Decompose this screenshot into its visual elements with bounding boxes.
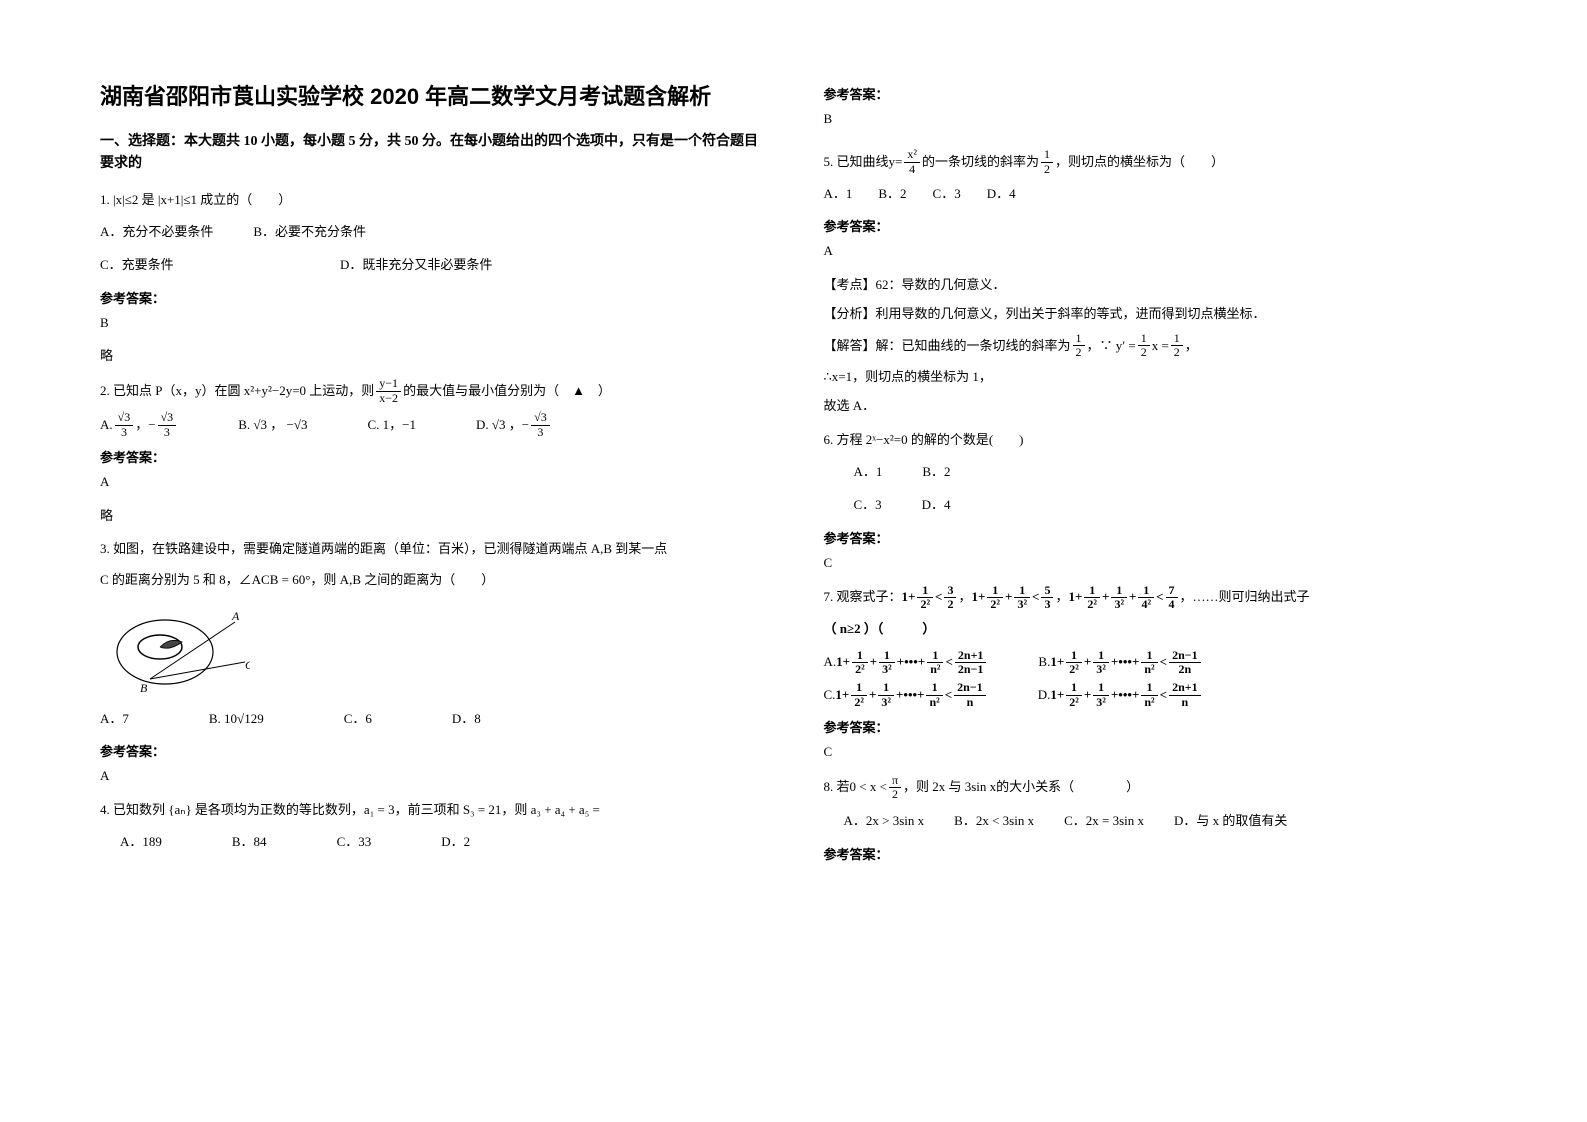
q2-extra: 略 [100, 504, 764, 527]
q8-optB: B．2x < 3sin x [954, 807, 1034, 836]
q5-jieda-2: ∴x=1，则切点的横坐标为 1， [824, 365, 1488, 388]
q1-optB: B．必要不充分条件 [253, 218, 366, 247]
q5-answer: A [824, 239, 1488, 262]
svg-text:A: A [231, 609, 240, 623]
q8-options: A．2x > 3sin x B．2x < 3sin x C．2x = 3sin … [824, 807, 1488, 836]
q2-optA: A. √33 ， − √33 [100, 411, 178, 440]
q3-optD: D．8 [452, 705, 481, 734]
q6-optD: D．4 [922, 491, 951, 520]
q3-stem-b: C 的距离分别为 5 和 8，∠ACB = 60°，则 A,B 之间的距离为（ … [100, 568, 764, 593]
left-column: 湖南省邵阳市莨山实验学校 2020 年高二数学文月考试题含解析 一、选择题：本大… [100, 80, 764, 1082]
q4-stem: 4. 已知数列 {aₙ} 是各项均为正数的等比数列，a₁ = 3，前三项和 S₃… [100, 798, 764, 823]
q7-options-row2: C. 1+ 12² + 13² +•••+ 1n² < 2n−1n D. 1+ … [824, 681, 1488, 710]
q8-optC: C．2x = 3sin x [1064, 807, 1144, 836]
q5-fenxi: 【分析】利用导数的几何意义，列出关于斜率的等式，进而得到切点横坐标． [824, 302, 1488, 325]
q6-options-1: A．1 B．2 [824, 458, 1488, 487]
q7-options-row1: A. 1+ 12² + 13² +•••+ 1n² < 2n+12n−1 B. … [824, 648, 1488, 677]
q7-answer-label: 参考答案： [824, 717, 1488, 736]
q1-answer-label: 参考答案： [100, 288, 764, 307]
q2-stem-b: 的最大值与最小值分别为（ ▲ ） [403, 379, 611, 404]
q4-answer-label: 参考答案： [824, 84, 1488, 103]
q3-answer-label: 参考答案： [100, 741, 764, 760]
q1-answer: B [100, 311, 764, 334]
q3-optC: C．6 [344, 705, 372, 734]
q3-options: A．7 B. 10√129 C．6 D．8 [100, 705, 764, 734]
q4-optA: A．189 [120, 828, 162, 857]
q6-stem: 6. 方程 2ˣ−x²=0 的解的个数是( ) [824, 428, 1488, 453]
q5-answer-label: 参考答案： [824, 216, 1488, 235]
q2-optD: D. √3 ， − √33 [476, 411, 552, 440]
q7-cond: （ n≥2 ）（ ） [824, 617, 1488, 642]
q7-optB: B. 1+ 12² + 13² +•••+ 1n² < 2n−12n [1038, 648, 1202, 677]
q4-optD: D．2 [441, 828, 470, 857]
q5-jieda-3: 故选 A． [824, 394, 1488, 417]
section-1-heading: 一、选择题：本大题共 10 小题，每小题 5 分，共 50 分。在每小题给出的四… [100, 131, 764, 176]
q1-extra: 略 [100, 344, 764, 367]
q3-stem-a: 3. 如图，在铁路建设中，需要确定隧道两端的距离（单位：百米），已测得隧道两端点… [100, 537, 764, 562]
q4-options: A．189 B．84 C．33 D．2 [100, 828, 764, 857]
q7-optC: C. 1+ 12² + 13² +•••+ 1n² < 2n−1n [824, 681, 988, 710]
q3-optA: A．7 [100, 705, 129, 734]
q8-stem: 8. 若 0 < x < π2 ，则 2x 与 3sin x 的大小关系（ ） [824, 774, 1488, 801]
q1-stem: 1. |x|≤2 是 |x+1|≤1 成立的（ ） [100, 188, 764, 213]
q5-stem: 5. 已知曲线 y= x²4 的一条切线的斜率为 12 ，则切点的横坐标为（ ） [824, 148, 1488, 175]
q8-answer-label: 参考答案： [824, 844, 1488, 863]
q5-kaodian: 【考点】62：导数的几何意义． [824, 273, 1488, 296]
q4-optB: B．84 [232, 828, 267, 857]
q3-optB: B. 10√129 [209, 705, 264, 734]
q6-answer-label: 参考答案： [824, 528, 1488, 547]
q7-stem: 7. 观察式子： 1+ 12² < 32 ， 1+ 12² + 13² < 53… [824, 584, 1488, 611]
q6-optB: B．2 [922, 458, 950, 487]
q1-optD: D．既非充分又非必要条件 [340, 251, 492, 280]
q8-optD: D．与 x 的取值有关 [1174, 807, 1287, 836]
q3-answer: A [100, 764, 764, 787]
q1-optC: C．充要条件 [100, 251, 300, 280]
right-column: 参考答案： B 5. 已知曲线 y= x²4 的一条切线的斜率为 12 ，则切点… [824, 80, 1488, 1082]
q4-optC: C．33 [337, 828, 372, 857]
q4-answer: B [824, 107, 1488, 130]
q2-options: A. √33 ， − √33 B. √3 ， −√3 C. 1，−1 D. √3… [100, 411, 764, 440]
tunnel-diagram-icon: A B C [110, 607, 250, 697]
q1-options: A．充分不必要条件 B．必要不充分条件 [100, 218, 764, 247]
q6-options-2: C．3 D．4 [824, 491, 1488, 520]
q3-figure: A B C [110, 607, 250, 697]
q7-answer: C [824, 740, 1488, 763]
q6-optA: A．1 [854, 458, 883, 487]
q2-stem: 2. 已知点 P（x，y）在圆 x²+y²−2y=0 上运动，则 y−1 x−2… [100, 377, 764, 404]
svg-text:B: B [140, 681, 148, 695]
q6-optC: C．3 [854, 491, 882, 520]
q7-optD: D. 1+ 12² + 13² +•••+ 1n² < 2n+1n [1038, 681, 1203, 710]
q2-fraction: y−1 x−2 [376, 377, 401, 404]
svg-text:C: C [245, 658, 250, 672]
q5-options: A．1 B．2 C．3 D．4 [824, 182, 1488, 207]
q1-optA: A．充分不必要条件 [100, 218, 213, 247]
q2-stem-a: 2. 已知点 P（x，y）在圆 x²+y²−2y=0 上运动，则 [100, 379, 374, 404]
q2-answer-label: 参考答案： [100, 447, 764, 466]
q2-optC: C. 1，−1 [367, 411, 416, 440]
q5-jieda: 【解答】解：已知曲线的一条切线的斜率为 12 ，∵ y′ = 12 x = 12… [824, 332, 1488, 359]
q2-optB: B. √3 ， −√3 [238, 411, 307, 440]
q1-options-2: C．充要条件 D．既非充分又非必要条件 [100, 251, 764, 280]
q6-answer: C [824, 551, 1488, 574]
q7-optA: A. 1+ 12² + 13² +•••+ 1n² < 2n+12n−1 [824, 648, 989, 677]
exam-title: 湖南省邵阳市莨山实验学校 2020 年高二数学文月考试题含解析 [100, 80, 764, 113]
q8-optA: A．2x > 3sin x [844, 807, 925, 836]
q2-answer: A [100, 470, 764, 493]
